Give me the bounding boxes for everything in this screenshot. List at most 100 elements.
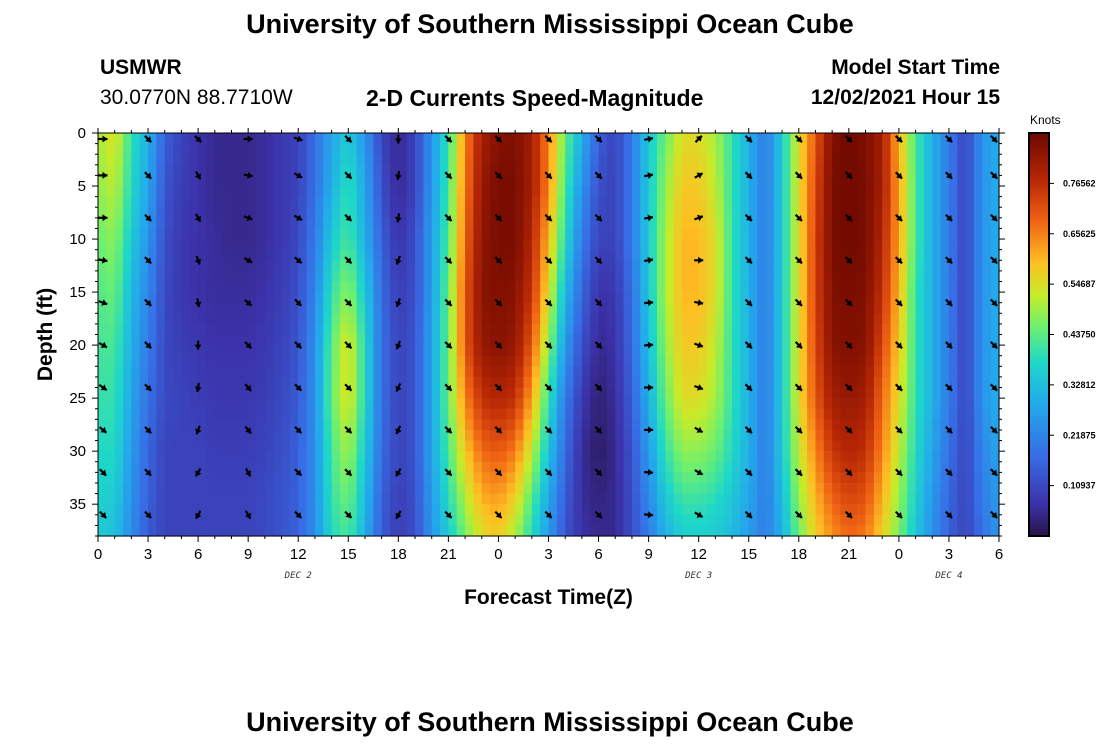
heatmap-cell xyxy=(323,196,333,208)
heatmap-cell xyxy=(331,133,341,145)
heatmap-cell xyxy=(106,334,116,346)
heatmap-cell xyxy=(590,461,600,473)
heatmap-cell xyxy=(782,493,792,505)
heatmap-cell xyxy=(565,366,575,378)
heatmap-cell xyxy=(948,514,958,526)
heatmap-cell xyxy=(707,419,716,431)
heatmap-cell xyxy=(248,217,258,230)
heatmap-cell xyxy=(623,196,633,208)
heatmap-cell xyxy=(940,419,950,431)
heatmap-cell xyxy=(882,292,892,304)
heatmap-cell xyxy=(273,366,283,378)
heatmap-cell xyxy=(164,451,174,463)
current-vector-arrow xyxy=(990,510,998,519)
heatmap-cell xyxy=(923,196,933,208)
heatmap-cell xyxy=(114,472,124,484)
heatmap-cell xyxy=(173,196,183,208)
heatmap-cell xyxy=(873,376,883,389)
heatmap-cell xyxy=(423,196,433,208)
heatmap-cell xyxy=(681,281,691,293)
heatmap-cell xyxy=(606,525,616,537)
heatmap-cell xyxy=(598,164,608,177)
heatmap-cell xyxy=(98,451,107,463)
current-vector-arrow xyxy=(144,135,152,143)
heatmap-cell xyxy=(331,514,341,526)
heatmap-cell xyxy=(306,429,316,442)
heatmap-cell xyxy=(481,154,491,166)
heatmap-cell xyxy=(807,366,817,378)
heatmap-cell xyxy=(373,429,383,442)
heatmap-cell xyxy=(331,323,341,336)
heatmap-cell xyxy=(723,302,733,314)
heatmap-cell xyxy=(323,482,333,495)
heatmap-cell xyxy=(782,440,792,452)
heatmap-cell xyxy=(723,355,733,367)
heatmap-cell xyxy=(214,440,224,452)
heatmap-cell xyxy=(323,249,333,261)
heatmap-cell xyxy=(323,345,333,357)
heatmap-cell xyxy=(456,228,466,240)
current-vector-arrow xyxy=(394,134,402,144)
heatmap-cell xyxy=(298,525,308,537)
heatmap-cell xyxy=(832,504,842,516)
heatmap-cell xyxy=(606,207,616,219)
heatmap-cell xyxy=(707,239,716,251)
heatmap-cell xyxy=(715,186,725,198)
heatmap-cell xyxy=(273,133,283,145)
heatmap-cell xyxy=(231,429,241,442)
heatmap-cell xyxy=(832,345,842,357)
heatmap-cell xyxy=(965,355,975,367)
heatmap-cell xyxy=(506,249,516,261)
heatmap-cell xyxy=(590,323,600,336)
heatmap-cell xyxy=(656,207,666,219)
heatmap-cell xyxy=(256,504,266,516)
heatmap-cell xyxy=(506,334,516,346)
vector-head xyxy=(100,469,107,476)
heatmap-cell xyxy=(306,186,316,198)
heatmap-cell xyxy=(615,387,625,399)
heatmap-cell xyxy=(890,164,900,177)
heatmap-cell xyxy=(865,408,875,420)
heatmap-cell xyxy=(690,249,700,261)
heatmap-cell xyxy=(206,419,216,431)
heatmap-cell xyxy=(940,429,950,442)
x-tick-label: 0 xyxy=(494,546,502,563)
heatmap-cell xyxy=(640,334,650,346)
heatmap-cell xyxy=(698,514,708,526)
vector-head xyxy=(445,427,452,434)
heatmap-cell xyxy=(890,281,900,293)
heatmap-cell xyxy=(398,217,408,230)
current-vector-arrow xyxy=(945,135,953,143)
heatmap-cell xyxy=(890,270,900,283)
heatmap-cell xyxy=(314,440,324,452)
heatmap-cell xyxy=(857,228,867,240)
heatmap-cell xyxy=(840,186,850,198)
heatmap-cell xyxy=(798,133,808,145)
heatmap-cell xyxy=(631,429,641,442)
heatmap-cell xyxy=(623,175,633,187)
heatmap-cell xyxy=(656,355,666,367)
current-vector-arrow xyxy=(144,213,152,222)
heatmap-cell xyxy=(615,323,625,336)
heatmap-cell xyxy=(707,355,716,367)
heatmap-cell xyxy=(173,493,183,505)
heatmap-cell xyxy=(857,175,867,187)
heatmap-cell xyxy=(314,323,324,336)
heatmap-cell xyxy=(289,366,299,378)
heatmap-cell xyxy=(623,281,633,293)
heatmap-cell xyxy=(515,429,525,442)
heatmap-cell xyxy=(581,376,591,389)
heatmap-cell xyxy=(606,387,616,399)
heatmap-cell xyxy=(740,143,750,155)
heatmap-cell xyxy=(481,334,491,346)
heatmap-cell xyxy=(815,313,825,325)
heatmap-cell xyxy=(990,164,1000,177)
heatmap-cell xyxy=(289,387,299,399)
heatmap-cell xyxy=(565,143,575,155)
heatmap-cell xyxy=(915,260,925,272)
heatmap-cell xyxy=(331,525,341,537)
heatmap-cell xyxy=(214,451,224,463)
heatmap-cell xyxy=(615,196,625,208)
heatmap-cell xyxy=(865,249,875,261)
heatmap-cell xyxy=(707,514,716,526)
